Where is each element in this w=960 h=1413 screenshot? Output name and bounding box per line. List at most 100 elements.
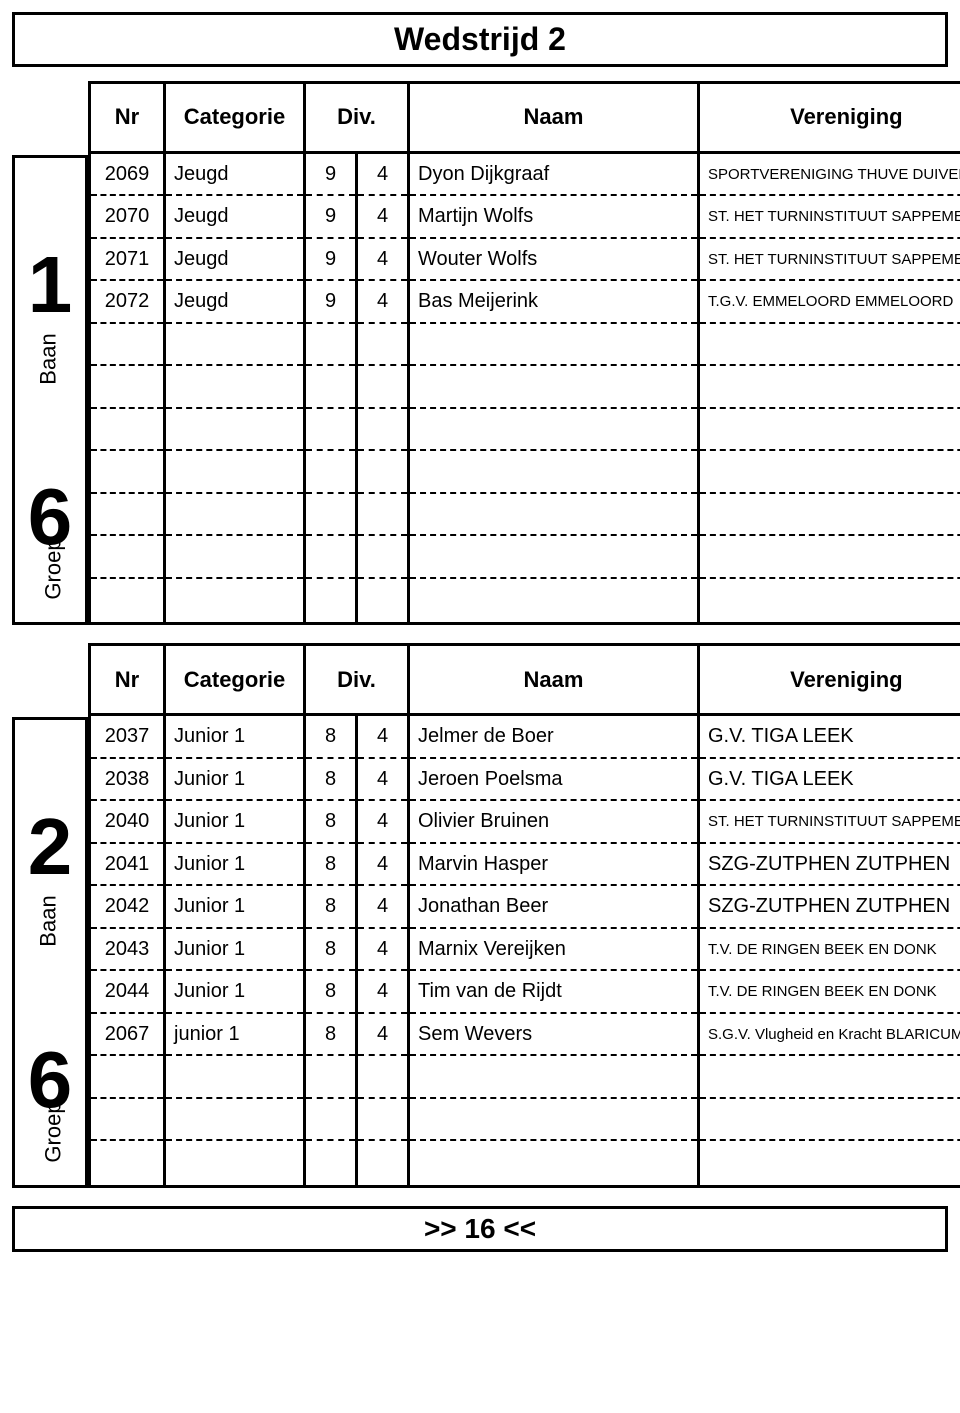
col-header-categorie: Categorie	[166, 643, 306, 716]
cell-cat: Junior 1	[166, 844, 303, 887]
cell-cat	[166, 409, 303, 452]
cell-ver: ST. HET TURNINSTITUUT SAPPEMEER	[700, 239, 960, 282]
cell-ver	[700, 1141, 960, 1184]
cell-nr: 2038	[91, 759, 163, 802]
cell-cat: Junior 1	[166, 886, 303, 929]
cell-nr: 2044	[91, 971, 163, 1014]
cell-cat	[166, 494, 303, 537]
cell-naam	[410, 536, 697, 579]
body-col-d2: 44444444	[358, 716, 410, 1188]
cell-naam: Jonathan Beer	[410, 886, 697, 929]
groep-label: Groep	[41, 1101, 67, 1162]
cell-nr	[91, 1056, 163, 1099]
cell-ver: S.G.V. Vlugheid en Kracht BLARICUM	[700, 1014, 960, 1057]
roster-grid: NrCategorieDiv.NaamVereniging20372038204…	[88, 643, 960, 1187]
cell-d1: 8	[306, 716, 355, 759]
cell-naam	[410, 1099, 697, 1142]
cell-d2: 4	[358, 196, 407, 239]
cell-d1: 8	[306, 1014, 355, 1057]
col-header-vereniging: Vereniging	[700, 643, 960, 716]
cell-cat: Junior 1	[166, 971, 303, 1014]
cell-nr: 2040	[91, 801, 163, 844]
cell-ver: G.V. TIGA LEEK	[700, 716, 960, 759]
cell-ver: SPORTVERENIGING THUVE DUIVEN	[700, 154, 960, 197]
cell-d1: 9	[306, 281, 355, 324]
body-col-cat: Junior 1Junior 1Junior 1Junior 1Junior 1…	[166, 716, 306, 1188]
cell-naam: Marnix Vereijken	[410, 929, 697, 972]
cell-d2: 4	[358, 886, 407, 929]
cell-naam	[410, 409, 697, 452]
cell-d1: 8	[306, 929, 355, 972]
cell-naam: Olivier Bruinen	[410, 801, 697, 844]
cell-cat: Junior 1	[166, 801, 303, 844]
cell-d1: 9	[306, 196, 355, 239]
cell-ver: SZG-ZUTPHEN ZUTPHEN	[700, 844, 960, 887]
cell-nr	[91, 1099, 163, 1142]
cell-nr	[91, 494, 163, 537]
cell-d2: 4	[358, 844, 407, 887]
cell-d2: 4	[358, 154, 407, 197]
cell-cat: Jeugd	[166, 239, 303, 282]
cell-ver: T.G.V. EMMELOORD EMMELOORD	[700, 281, 960, 324]
cell-naam: Bas Meijerink	[410, 281, 697, 324]
cell-nr: 2067	[91, 1014, 163, 1057]
cell-cat: junior 1	[166, 1014, 303, 1057]
cell-naam	[410, 1141, 697, 1184]
cell-naam: Sem Wevers	[410, 1014, 697, 1057]
cell-nr: 2037	[91, 716, 163, 759]
body-col-naam: Jelmer de BoerJeroen PoelsmaOlivier Brui…	[410, 716, 700, 1188]
cell-naam: Jeroen Poelsma	[410, 759, 697, 802]
cell-ver	[700, 536, 960, 579]
cell-d1: 8	[306, 971, 355, 1014]
body-col-ver: SPORTVERENIGING THUVE DUIVEN ST. HET TURN…	[700, 154, 960, 626]
cell-ver	[700, 324, 960, 367]
cell-ver: ST. HET TURNINSTITUUT SAPPEMEER	[700, 801, 960, 844]
body-col-cat: JeugdJeugdJeugdJeugd	[166, 154, 306, 626]
cell-ver	[700, 366, 960, 409]
cell-nr: 2070	[91, 196, 163, 239]
cell-nr	[91, 324, 163, 367]
col-header-vereniging: Vereniging	[700, 81, 960, 154]
roster-block: 1Baan6GroepNrCategorieDiv.NaamVereniging…	[12, 81, 948, 625]
body-col-d1: 9999	[306, 154, 358, 626]
cell-d1: 9	[306, 239, 355, 282]
cell-ver: T.V. DE RINGEN BEEK EN DONK	[700, 929, 960, 972]
cell-d2: 4	[358, 759, 407, 802]
cell-d1	[306, 451, 355, 494]
cell-nr	[91, 409, 163, 452]
cell-ver: SZG-ZUTPHEN ZUTPHEN	[700, 886, 960, 929]
body-col-naam: Dyon DijkgraafMartijn WolfsWouter WolfsB…	[410, 154, 700, 626]
cell-cat	[166, 451, 303, 494]
cell-d2: 4	[358, 716, 407, 759]
cell-d1: 8	[306, 844, 355, 887]
cell-d2	[358, 1099, 407, 1142]
col-header-nr: Nr	[88, 643, 166, 716]
body-col-nr: 2069207020712072	[88, 154, 166, 626]
cell-d1: 8	[306, 801, 355, 844]
cell-d1	[306, 494, 355, 537]
cell-ver	[700, 494, 960, 537]
cell-d1	[306, 579, 355, 622]
cell-d1	[306, 1056, 355, 1099]
cell-cat	[166, 536, 303, 579]
baan-label: Baan	[36, 333, 62, 384]
col-header-nr: Nr	[88, 81, 166, 154]
cell-nr	[91, 451, 163, 494]
cell-ver	[700, 1099, 960, 1142]
cell-d1: 9	[306, 154, 355, 197]
cell-cat: Junior 1	[166, 929, 303, 972]
cell-naam: Marvin Hasper	[410, 844, 697, 887]
cell-d1	[306, 1099, 355, 1142]
cell-cat	[166, 324, 303, 367]
col-header-div: Div.	[306, 643, 410, 716]
cell-cat	[166, 579, 303, 622]
cell-d1	[306, 324, 355, 367]
cell-nr: 2071	[91, 239, 163, 282]
groep-label: Groep	[41, 539, 67, 600]
cell-cat: Junior 1	[166, 759, 303, 802]
cell-nr	[91, 536, 163, 579]
cell-naam: Wouter Wolfs	[410, 239, 697, 282]
cell-ver	[700, 451, 960, 494]
cell-d2	[358, 324, 407, 367]
body-col-ver: G.V. TIGA LEEKG.V. TIGA LEEKST. HET TURN…	[700, 716, 960, 1188]
